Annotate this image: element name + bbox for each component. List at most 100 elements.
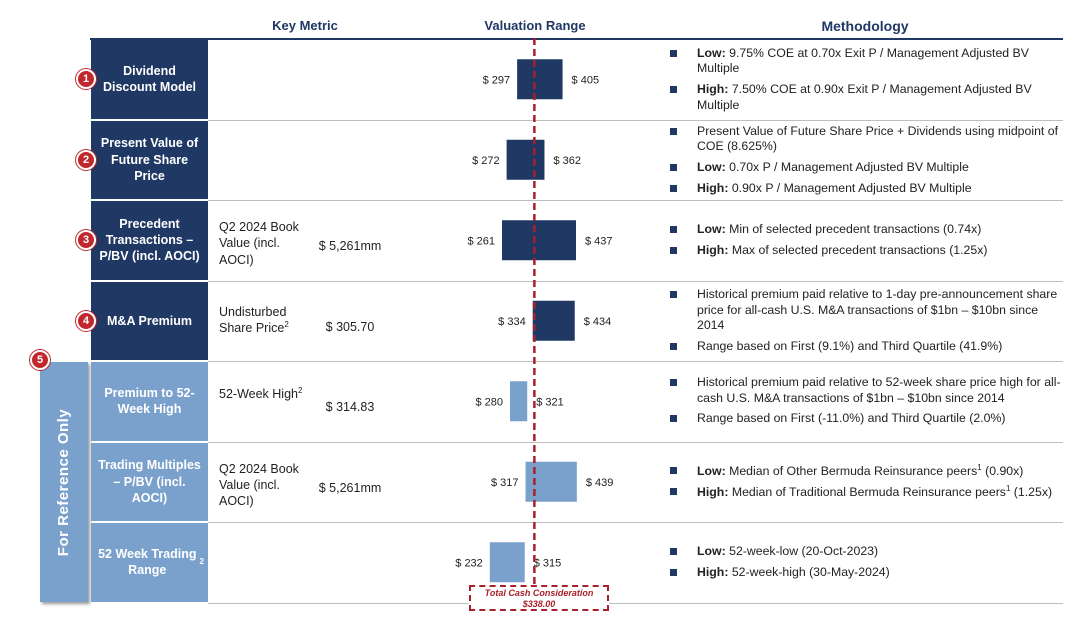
methodology-item-text: Min of selected precedent transactions (… xyxy=(725,222,982,237)
method-label-box-6: Trading Multiples – P/BV (incl. AOCI) xyxy=(91,442,208,521)
methodology-list-4: Historical premium paid relative to 1-da… xyxy=(670,287,1065,359)
range-low-label: $ 232 xyxy=(455,557,483,569)
range-bar xyxy=(517,59,563,100)
metric-value-3: $ 5,261mm xyxy=(318,239,382,253)
metric-label-text-3: Q2 2024 Book Value (incl. AOCI) xyxy=(219,220,299,267)
methodology-item: High: 7.50% COE at 0.90x Exit P / Manage… xyxy=(670,82,1065,113)
range-low-label: $ 272 xyxy=(472,155,500,167)
methodology-item-bold: High: xyxy=(697,564,729,579)
valuation-range-header: Valuation Range xyxy=(484,18,586,33)
method-label-5: Premium to 52-Week High xyxy=(104,386,195,417)
methodology-item: Historical premium paid relative to 52-w… xyxy=(670,375,1065,406)
methodology-list-2: Present Value of Future Share Price + Di… xyxy=(670,124,1065,201)
methodology-item-bold: High: xyxy=(697,485,729,500)
row-divider-1 xyxy=(208,119,1063,121)
methodology-item: High: 0.90x P / Management Adjusted BV M… xyxy=(670,181,1065,197)
methodology-item-after: (0.90x) xyxy=(981,463,1024,478)
row-number-badge-3: 3 xyxy=(76,230,96,251)
range-low-label: $ 297 xyxy=(483,74,511,86)
range-bar xyxy=(489,542,525,583)
methodology-item-bold: Low: xyxy=(697,544,726,559)
methodology-item-text: 0.70x P / Management Adjusted BV Multipl… xyxy=(725,159,969,174)
method-label-box-1: Dividend Discount Model xyxy=(91,40,208,119)
methodology-list-5: Historical premium paid relative to 52-w… xyxy=(670,375,1065,432)
row-divider-6 xyxy=(208,522,1063,523)
method-label-4: M&A Premium xyxy=(107,313,192,328)
row-number-badge-2: 2 xyxy=(76,149,96,170)
metric-label-6: Q2 2024 Book Value (incl. AOCI) xyxy=(219,461,299,510)
metric-label-text-4: Undisturbed Share Price xyxy=(219,304,287,335)
methodology-item-bold: High: xyxy=(697,180,729,195)
methodology-list-6: Low: Median of Other Bermuda Reinsurance… xyxy=(670,463,1065,506)
methodology-list-3: Low: Min of selected precedent transacti… xyxy=(670,222,1065,263)
total-cash-consideration-value: $338.00 xyxy=(522,598,556,609)
methodology-item-sup: 1 xyxy=(977,462,982,472)
range-bar xyxy=(506,139,545,180)
method-label-6: Trading Multiples – P/BV (incl. AOCI) xyxy=(98,458,201,505)
method-label-sup-7: 2 xyxy=(199,557,204,567)
range-low-label: $ 280 xyxy=(475,396,503,408)
methodology-item-text: Max of selected precedent transactions (… xyxy=(728,242,988,257)
methodology-item-text: 52-week-low (20-Oct-2023) xyxy=(725,544,879,559)
range-high-label: $ 405 xyxy=(572,74,600,86)
row-divider-4 xyxy=(208,361,1063,362)
methodology-item: Historical premium paid relative to 1-da… xyxy=(670,287,1065,334)
methodology-item-text: Historical premium paid relative to 1-da… xyxy=(697,287,1058,333)
method-label-3: Precedent Transactions – P/BV (incl. AOC… xyxy=(99,216,200,264)
methodology-item-bold: High: xyxy=(697,81,729,96)
methodology-item-text: 52-week-high (30-May-2024) xyxy=(728,564,890,579)
methodology-item-text: Range based on First (-11.0%) and Third … xyxy=(697,411,1006,426)
methodology-item-bold: Low: xyxy=(697,463,726,478)
range-low-label: $ 317 xyxy=(491,477,519,489)
methodology-list-1: Low: 9.75% COE at 0.70x Exit P / Managem… xyxy=(670,46,1065,118)
methodology-item-after: (1.25x) xyxy=(1010,485,1053,500)
methodology-item: Low: Median of Other Bermuda Reinsurance… xyxy=(670,463,1065,480)
row-divider-7 xyxy=(208,602,1063,604)
range-high-label: $ 321 xyxy=(536,396,564,408)
metric-label-5: 52-Week High2 xyxy=(219,386,304,402)
row-number-badge-1: 1 xyxy=(76,69,96,90)
row-divider-3 xyxy=(208,280,1063,282)
method-label-1: Dividend Discount Model xyxy=(102,64,197,95)
row-divider-5 xyxy=(208,441,1063,443)
methodology-item: High: 52-week-high (30-May-2024) xyxy=(670,565,1065,581)
reference-number-badge: 5 xyxy=(30,350,50,370)
methodology-list-7: Low: 52-week-low (20-Oct-2023) High: 52-w… xyxy=(670,544,1065,585)
metric-label-text-5: 52-Week High xyxy=(219,387,298,402)
metric-value-4: $ 305.70 xyxy=(325,319,375,334)
methodology-item: High: Max of selected precedent transact… xyxy=(670,243,1065,259)
range-high-label: $ 439 xyxy=(586,477,614,489)
methodology-item-bold: Low: xyxy=(697,159,726,174)
metric-label-3: Q2 2024 Book Value (incl. AOCI) xyxy=(219,219,299,268)
methodology-header: Methodology xyxy=(821,18,909,34)
range-high-label: $ 437 xyxy=(585,235,613,247)
row-number-badge-4: 4 xyxy=(76,310,96,331)
total-cash-consideration-box: Total Cash Consideration $338.00 xyxy=(469,585,609,611)
methodology-item: Low: 9.75% COE at 0.70x Exit P / Managem… xyxy=(670,46,1065,77)
metric-label-4: Undisturbed Share Price2 xyxy=(219,304,304,337)
method-label-box-7: 52 Week Trading Range 2 xyxy=(91,523,208,602)
methodology-item-text: Median of Other Bermuda Reinsurance peer… xyxy=(725,463,978,478)
row-divider-2 xyxy=(208,200,1063,201)
methodology-item-text: 9.75% COE at 0.70x Exit P / Management A… xyxy=(697,45,1029,76)
range-high-label: $ 362 xyxy=(553,155,581,167)
metric-label-text-6: Q2 2024 Book Value (incl. AOCI) xyxy=(219,461,299,509)
method-label-box-5: Premium to 52-Week High xyxy=(91,362,208,441)
methodology-item-bold: Low: xyxy=(697,45,726,60)
methodology-item-text: Historical premium paid relative to 52-w… xyxy=(697,375,1061,405)
range-bar xyxy=(502,220,576,261)
reference-only-box xyxy=(40,362,88,602)
methodology-item-text: Present Value of Future Share Price + Di… xyxy=(697,123,1059,154)
methodology-item-text: 0.90x P / Management Adjusted BV Multipl… xyxy=(728,180,972,195)
range-low-label: $ 261 xyxy=(467,235,495,247)
range-high-label: $ 315 xyxy=(534,557,562,569)
metric-value-6: $ 5,261mm xyxy=(318,480,382,495)
methodology-item-text: Median of Traditional Bermuda Reinsuranc… xyxy=(728,485,1006,500)
methodology-item: Low: 0.70x P / Management Adjusted BV Mu… xyxy=(670,160,1065,176)
methodology-item: Present Value of Future Share Price + Di… xyxy=(670,124,1065,155)
header-divider xyxy=(90,38,1063,40)
range-low-label: $ 334 xyxy=(498,316,526,328)
method-label-box-4: M&A Premium xyxy=(91,281,208,360)
method-label-2: Present Value of Future Share Price xyxy=(100,136,199,183)
